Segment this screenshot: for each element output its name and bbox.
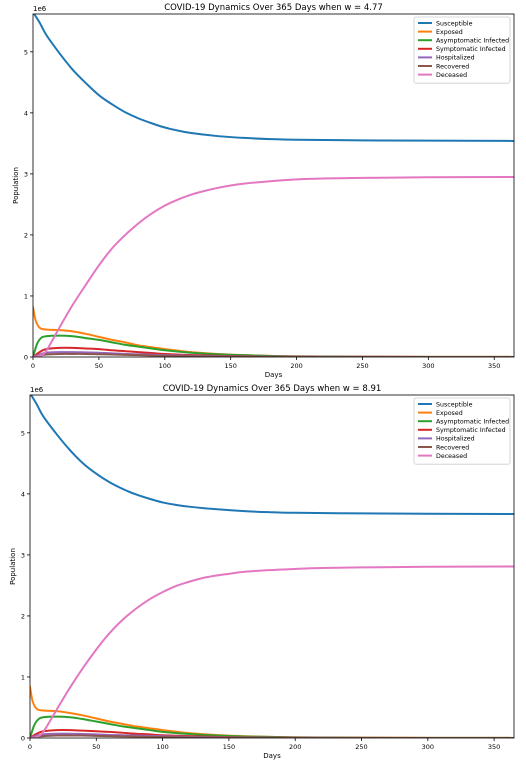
- series-group: [33, 14, 514, 357]
- x-tick-label: 50: [92, 743, 100, 751]
- legend-entry: Hospitalized: [436, 436, 475, 443]
- y-axis-label: Population: [9, 548, 17, 585]
- legend-entry: Recovered: [436, 63, 469, 70]
- y-axis-label: Population: [12, 167, 20, 204]
- x-tick-label: 200: [289, 743, 301, 751]
- x-tick-label: 350: [488, 743, 500, 751]
- legend-entry: Susceptible: [436, 401, 473, 408]
- legend-box: [413, 397, 511, 465]
- y-tick-label: 5: [21, 429, 25, 437]
- series-line-deceased: [30, 565, 514, 738]
- y-tick-label: 0: [21, 735, 25, 743]
- series-line-susceptible: [30, 395, 514, 516]
- x-tick-label: 100: [159, 362, 171, 370]
- legend-entry: Hospitalized: [436, 55, 475, 62]
- y-tick-label: 4: [24, 109, 28, 117]
- x-tick-label: 0: [31, 362, 35, 370]
- chart-title: COVID-19 Dynamics Over 365 Days when w =…: [163, 384, 382, 394]
- x-tick-label: 250: [356, 362, 368, 370]
- x-tick-label: 300: [422, 743, 434, 751]
- plot-frame: [29, 394, 515, 739]
- x-axis-label: Days: [263, 752, 281, 760]
- legend-entry: Symptomatic Infected: [436, 427, 506, 434]
- y-tick-label: 2: [21, 612, 25, 620]
- x-tick-label: 200: [290, 362, 302, 370]
- x-tick-label: 300: [422, 362, 434, 370]
- y-tick-label: 1: [24, 292, 28, 300]
- x-tick-label: 150: [224, 362, 236, 370]
- series-line-exposed: [30, 685, 514, 738]
- y-tick-label: 1: [21, 673, 25, 681]
- legend-entry: Asymptomatic Infected: [436, 419, 509, 426]
- plot-frame: [32, 13, 515, 358]
- y-offset-label: 1e6: [33, 5, 47, 13]
- legend-entry: Deceased: [436, 72, 467, 79]
- chart-panel-2: COVID-19 Dynamics Over 365 Days when w =…: [9, 384, 515, 760]
- x-tick-label: 150: [223, 743, 235, 751]
- series-line-deceased: [33, 175, 514, 357]
- x-tick-label: 100: [156, 743, 168, 751]
- x-tick-label: 50: [95, 362, 103, 370]
- x-tick-label: 350: [488, 362, 500, 370]
- y-tick-label: 3: [24, 170, 28, 178]
- legend-box: [413, 16, 511, 84]
- series-line-susceptible: [33, 14, 514, 142]
- legend-entry: Susceptible: [436, 20, 473, 27]
- y-tick-label: 4: [21, 490, 25, 498]
- legend-entry: Asymptomatic Infected: [436, 38, 509, 45]
- y-offset-label: 1e6: [30, 386, 44, 394]
- legend-entry: Exposed: [436, 29, 463, 36]
- legend: Susceptible Exposed Asymptomatic InfectedS…: [413, 397, 511, 465]
- chart-title: COVID-19 Dynamics Over 365 Days when w =…: [164, 3, 383, 13]
- y-tick-label: 5: [24, 48, 28, 56]
- legend-entry: Deceased: [436, 453, 467, 460]
- x-axis-label: Days: [265, 371, 283, 379]
- legend-entry: Exposed: [436, 410, 463, 417]
- x-tick-label: 0: [28, 743, 32, 751]
- y-tick-label: 2: [24, 231, 28, 239]
- legend-entry: Symptomatic Infected: [436, 46, 506, 53]
- legend: Susceptible Exposed Asymptomatic InfectedS…: [413, 16, 511, 84]
- legend-entry: Recovered: [436, 444, 469, 451]
- chart-panel-1: COVID-19 Dynamics Over 365 Days when w =…: [12, 3, 515, 379]
- x-tick-label: 250: [355, 743, 367, 751]
- y-tick-label: 0: [24, 354, 28, 362]
- y-tick-label: 3: [21, 551, 25, 559]
